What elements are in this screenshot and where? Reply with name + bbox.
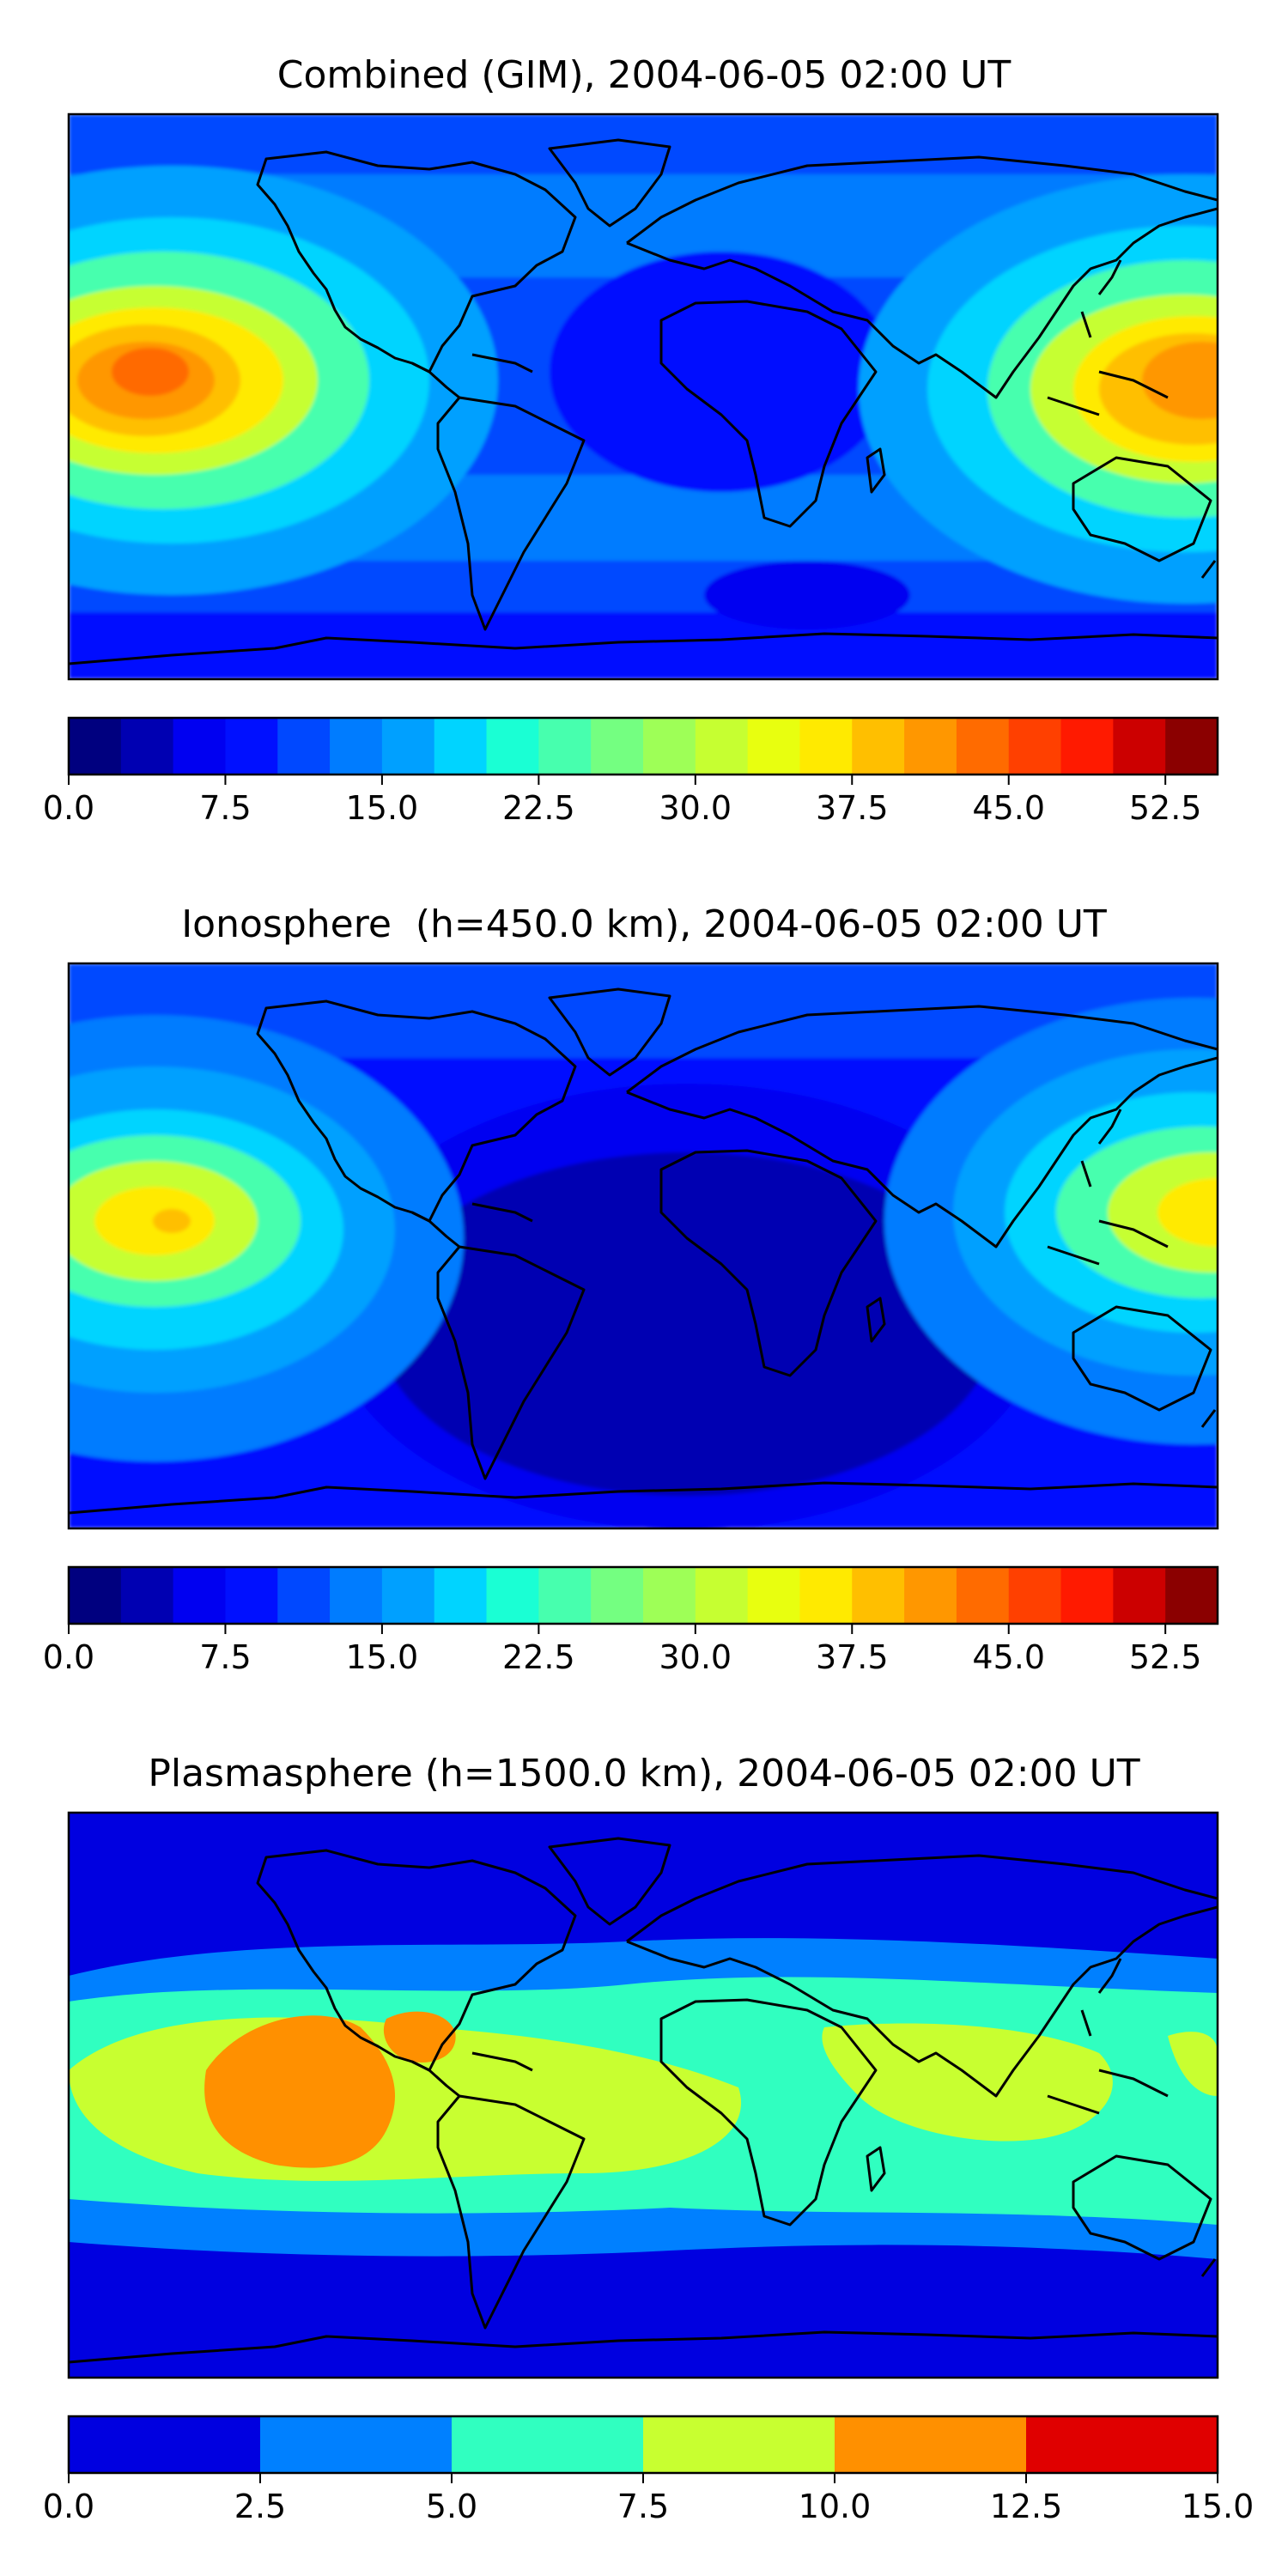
combined-gim-colorbar-swatch bbox=[1113, 718, 1166, 775]
combined-gim-colorbar: 0.0 7.5 15.0 22.5 30.0 37.5 45.0 52.5 bbox=[43, 716, 1219, 827]
plasmasphere-colorbar-tick-label: 10.0 bbox=[799, 2488, 872, 2525]
combined-gim-colorbar-tick-label: 22.5 bbox=[502, 789, 575, 827]
ionosphere-colorbar-swatch bbox=[225, 1567, 278, 1624]
ionosphere-colorbar-swatch bbox=[381, 1567, 435, 1624]
combined-gim-colorbar-swatch bbox=[381, 718, 435, 775]
ionosphere-colorbar-tick-label: 37.5 bbox=[816, 1638, 889, 1676]
plasmasphere-colorbar: 0.0 2.5 5.0 7.5 10.0 12.5 15.0 bbox=[43, 2415, 1255, 2525]
panel-ionosphere: 0.0 7.5 15.0 22.5 30.0 37.5 45.0 52.5 bbox=[43, 962, 1219, 1676]
ionosphere-colorbar-swatch bbox=[173, 1567, 227, 1624]
ionosphere-title: Ionosphere (h=450.0 km), 2004-06-05 02:0… bbox=[181, 902, 1107, 946]
combined-gim-colorbar-swatch bbox=[1008, 718, 1062, 775]
combined-gim-colorbar-swatch bbox=[643, 718, 696, 775]
combined-gim-colorbar-tick-label: 15.0 bbox=[346, 789, 419, 827]
combined-gim-colorbar-swatch bbox=[330, 718, 383, 775]
plasmasphere-colorbar-tick-label: 12.5 bbox=[990, 2488, 1063, 2525]
ionosphere-colorbar-frame bbox=[67, 1565, 1219, 1625]
ionosphere-colorbar-swatch bbox=[643, 1567, 696, 1624]
ionosphere-colorbar-swatch bbox=[434, 1567, 488, 1624]
ionosphere-colorbar-swatch bbox=[747, 1567, 801, 1624]
combined-gim-colorbar-swatch bbox=[225, 718, 278, 775]
ionosphere-colorbar-swatch bbox=[1060, 1567, 1114, 1624]
combined-gim-colorbar-swatch bbox=[1060, 718, 1114, 775]
combined-gim-colorbar-tick-label: 45.0 bbox=[972, 789, 1045, 827]
combined-gim-colorbar-tick-label: 0.0 bbox=[43, 789, 94, 827]
combined-gim-colorbar-swatch bbox=[747, 718, 801, 775]
combined-gim-colorbar-swatch bbox=[695, 718, 749, 775]
plasmasphere-colorbar-tick-label: 2.5 bbox=[234, 2488, 286, 2525]
combined-gim-colorbar-swatch bbox=[799, 718, 853, 775]
combined-gim-colorbar-swatch bbox=[120, 718, 174, 775]
ionosphere-colorbar-tick-label: 22.5 bbox=[502, 1638, 575, 1676]
plasmasphere-colorbar-swatch bbox=[1026, 2416, 1218, 2473]
plasmasphere-colorbar-tick-label: 15.0 bbox=[1182, 2488, 1255, 2525]
ionosphere-colorbar-swatch bbox=[1165, 1567, 1218, 1624]
ionosphere-colorbar-tick-label: 0.0 bbox=[43, 1638, 94, 1676]
combined-gim-colorbar-swatch bbox=[591, 718, 644, 775]
panel-plasmasphere: 0.0 2.5 5.0 7.5 10.0 12.5 15.0 bbox=[43, 1811, 1255, 2525]
ionosphere-colorbar-tick-label: 7.5 bbox=[199, 1638, 251, 1676]
ionosphere-colorbar-swatch bbox=[956, 1567, 1010, 1624]
ionosphere-colorbar-swatch bbox=[904, 1567, 957, 1624]
ionosphere-colorbar-swatch bbox=[330, 1567, 383, 1624]
plasmasphere-colorbar-tick-label: 5.0 bbox=[426, 2488, 477, 2525]
ionosphere-colorbar-swatch bbox=[486, 1567, 539, 1624]
combined-gim-colorbar-swatch bbox=[69, 718, 122, 775]
plasmasphere-colorbar-swatch bbox=[452, 2416, 644, 2473]
ionosphere-colorbar-swatch bbox=[695, 1567, 749, 1624]
plasmasphere-colorbar-swatch bbox=[835, 2416, 1027, 2473]
combined-gim-colorbar-tick-label: 7.5 bbox=[199, 789, 251, 827]
combined-gim-colorbar-swatch bbox=[538, 718, 592, 775]
combined-gim-colorbar-swatch bbox=[1165, 718, 1218, 775]
ionosphere-colorbar: 0.0 7.5 15.0 22.5 30.0 37.5 45.0 52.5 bbox=[43, 1565, 1219, 1676]
plasmasphere-colorbar-swatch bbox=[260, 2416, 453, 2473]
combined-gim-colorbar-frame bbox=[67, 716, 1219, 776]
combined-gim-colorbar-swatch bbox=[904, 718, 957, 775]
ionosphere-map-frame bbox=[67, 962, 1219, 1530]
ionosphere-colorbar-swatch bbox=[1113, 1567, 1166, 1624]
ionosphere-colorbar-swatch bbox=[799, 1567, 853, 1624]
ionosphere-colorbar-swatch bbox=[538, 1567, 592, 1624]
combined-gim-colorbar-swatch bbox=[852, 718, 905, 775]
ionosphere-colorbar-swatch bbox=[120, 1567, 174, 1624]
combined-gim-colorbar-tick-label: 30.0 bbox=[659, 789, 732, 827]
combined-gim-map-frame bbox=[67, 112, 1219, 681]
combined-gim-colorbar-swatch bbox=[173, 718, 227, 775]
plasmasphere-title: Plasmasphere (h=1500.0 km), 2004-06-05 0… bbox=[148, 1752, 1140, 1795]
ionosphere-colorbar-swatch bbox=[277, 1567, 331, 1624]
combined-gim-colorbar-swatch bbox=[434, 718, 488, 775]
combined-gim-colorbar-tick-label: 52.5 bbox=[1129, 789, 1202, 827]
ionosphere-colorbar-swatch bbox=[852, 1567, 905, 1624]
ionosphere-colorbar-swatch bbox=[1008, 1567, 1062, 1624]
combined-gim-title: Combined (GIM), 2004-06-05 02:00 UT bbox=[276, 53, 1012, 97]
combined-gim-colorbar-tick-label: 37.5 bbox=[816, 789, 889, 827]
plasmasphere-map-frame bbox=[67, 1811, 1219, 2379]
combined-gim-colorbar-swatch bbox=[486, 718, 539, 775]
combined-gim-colorbar-swatch bbox=[956, 718, 1010, 775]
ionosphere-colorbar-tick-label: 45.0 bbox=[972, 1638, 1045, 1676]
plasmasphere-colorbar-swatch bbox=[69, 2416, 261, 2473]
plasmasphere-colorbar-swatch bbox=[643, 2416, 835, 2473]
ionosphere-colorbar-tick-label: 30.0 bbox=[659, 1638, 732, 1676]
plasmasphere-colorbar-tick-label: 0.0 bbox=[43, 2488, 94, 2525]
ionosphere-colorbar-swatch bbox=[591, 1567, 644, 1624]
ionosphere-colorbar-tick-label: 52.5 bbox=[1129, 1638, 1202, 1676]
ionosphere-colorbar-swatch bbox=[69, 1567, 122, 1624]
panel-combined-gim: 0.0 7.5 15.0 22.5 30.0 37.5 45.0 52.5 bbox=[43, 112, 1219, 827]
combined-gim-colorbar-swatch bbox=[277, 718, 331, 775]
ionosphere-colorbar-tick-label: 15.0 bbox=[346, 1638, 419, 1676]
plasmasphere-colorbar-tick-label: 7.5 bbox=[617, 2488, 669, 2525]
